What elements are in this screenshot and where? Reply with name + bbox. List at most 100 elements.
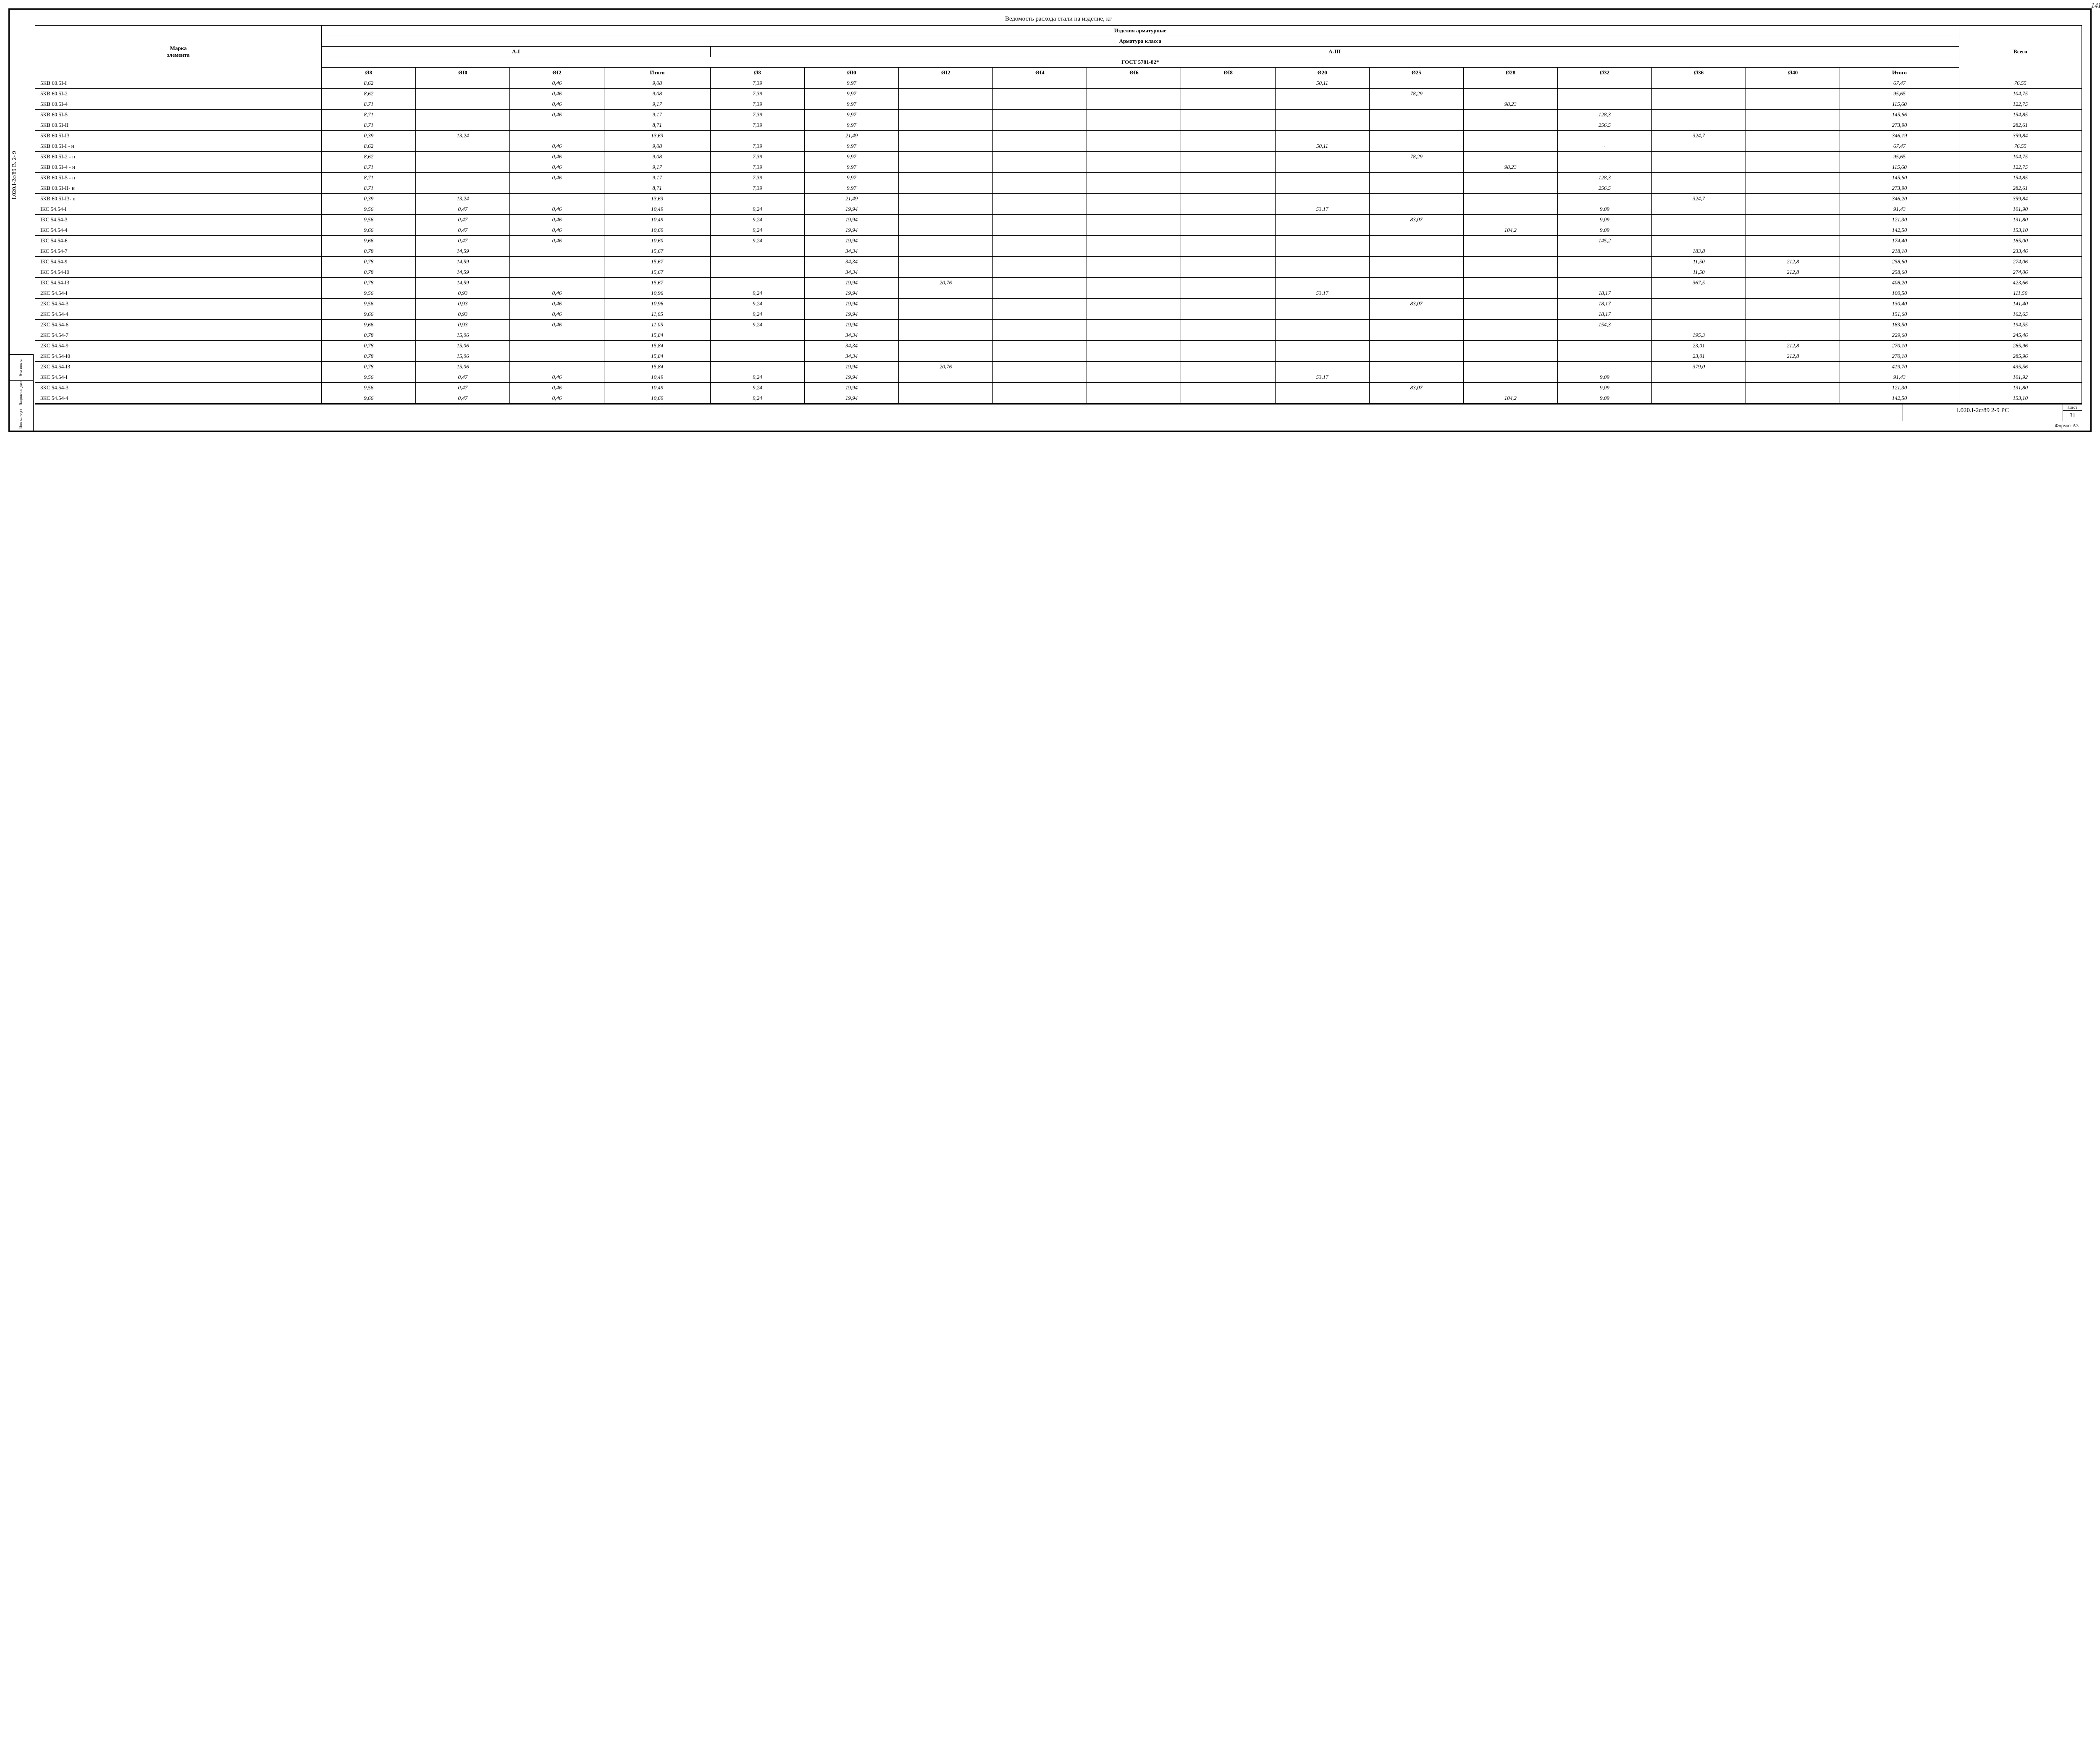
cell <box>1369 173 1463 183</box>
cell: 142,50 <box>1840 393 1959 404</box>
row-label: 2КС 54.54-6 <box>35 320 322 330</box>
cell: 0,47 <box>416 393 510 404</box>
cell: 0,46 <box>510 309 604 320</box>
sheet-label: Лист <box>2063 405 2082 411</box>
cell <box>1087 141 1181 152</box>
cell: 9,24 <box>710 309 804 320</box>
cell <box>993 320 1087 330</box>
col-d10: ØI0 <box>416 68 510 78</box>
table-row: IКС 54.54-90,7814,5915,6734,3411,50212,8… <box>35 257 2082 267</box>
cell <box>1369 393 1463 404</box>
cell <box>1369 204 1463 215</box>
cell: 9,97 <box>804 99 898 110</box>
cell: 145,66 <box>1840 110 1959 120</box>
cell: 9,66 <box>322 309 416 320</box>
cell <box>1369 351 1463 362</box>
cell: 0,46 <box>510 393 604 404</box>
cell <box>1557 330 1651 341</box>
cell <box>1087 162 1181 173</box>
cell <box>416 183 510 194</box>
cell: 9,24 <box>710 320 804 330</box>
table-row: 2КС 54.54-69,660,930,4611,059,2419,94154… <box>35 320 2082 330</box>
cell <box>1463 267 1557 278</box>
cell: 10,60 <box>604 393 710 404</box>
cell <box>1087 320 1181 330</box>
cell <box>1463 89 1557 99</box>
cell: 20,76 <box>899 278 993 288</box>
cell <box>1369 99 1463 110</box>
cell: 9,56 <box>322 372 416 383</box>
cell <box>899 215 993 225</box>
cell: 0,46 <box>510 288 604 299</box>
cell: 0,78 <box>322 267 416 278</box>
cell: 76,55 <box>1959 141 2082 152</box>
cell: 7,39 <box>710 89 804 99</box>
cell: 53,17 <box>1275 288 1369 299</box>
table-row: 2КС 54.54-I00,7815,0615,8434,3423,01212,… <box>35 351 2082 362</box>
cell: 98,23 <box>1463 162 1557 173</box>
cell <box>1087 299 1181 309</box>
cell <box>993 299 1087 309</box>
cell <box>1369 120 1463 131</box>
cell <box>1652 393 1746 404</box>
cell: 8,71 <box>322 110 416 120</box>
cell: 0,78 <box>322 341 416 351</box>
cell: 121,30 <box>1840 215 1959 225</box>
cell: 83,07 <box>1369 299 1463 309</box>
cell: 15,67 <box>604 278 710 288</box>
cell <box>1746 383 1840 393</box>
cell: 0,47 <box>416 225 510 236</box>
cell <box>1087 257 1181 267</box>
cell <box>899 173 993 183</box>
cell <box>993 141 1087 152</box>
cell: 10,49 <box>604 372 710 383</box>
cell <box>1652 162 1746 173</box>
cell <box>993 99 1087 110</box>
cell <box>1181 194 1275 204</box>
cell <box>1087 330 1181 341</box>
cell <box>1463 120 1557 131</box>
col-d12b: ØI2 <box>899 68 993 78</box>
cell <box>899 257 993 267</box>
cell: 19,94 <box>804 288 898 299</box>
cell: 153,10 <box>1959 393 2082 404</box>
cell <box>899 204 993 215</box>
cell <box>1652 141 1746 152</box>
cell: 15,84 <box>604 362 710 372</box>
cell: 122,75 <box>1959 162 2082 173</box>
cell: 9,24 <box>710 299 804 309</box>
cell: 0,46 <box>510 383 604 393</box>
cell <box>993 162 1087 173</box>
cell: 15,06 <box>416 351 510 362</box>
cell: 14,59 <box>416 267 510 278</box>
cell <box>1746 173 1840 183</box>
cell: 10,49 <box>604 383 710 393</box>
cell <box>1275 89 1369 99</box>
cell <box>899 267 993 278</box>
cell <box>1087 383 1181 393</box>
cell: 359,84 <box>1959 131 2082 141</box>
cell <box>899 309 993 320</box>
cell: 285,96 <box>1959 341 2082 351</box>
cell: 104,75 <box>1959 152 2082 162</box>
cell <box>1275 131 1369 141</box>
table-header: Марка элемента Изделия арматурные Всего … <box>35 26 2082 78</box>
cell: 419,70 <box>1840 362 1959 372</box>
row-label: 5КВ 60.5I-II <box>35 120 322 131</box>
row-label: 5КВ 60.5I-5 <box>35 110 322 120</box>
cell: 104,2 <box>1463 225 1557 236</box>
cell: 83,07 <box>1369 215 1463 225</box>
cell <box>1275 393 1369 404</box>
cell <box>416 99 510 110</box>
cell: 282,61 <box>1959 183 2082 194</box>
cell <box>1746 362 1840 372</box>
cell <box>1369 246 1463 257</box>
cell: 130,40 <box>1840 299 1959 309</box>
cell <box>993 383 1087 393</box>
cell: 15,67 <box>604 267 710 278</box>
cell <box>1087 173 1181 183</box>
cell: 229,60 <box>1840 330 1959 341</box>
cell <box>1652 288 1746 299</box>
cell: 19,94 <box>804 299 898 309</box>
cell <box>993 309 1087 320</box>
